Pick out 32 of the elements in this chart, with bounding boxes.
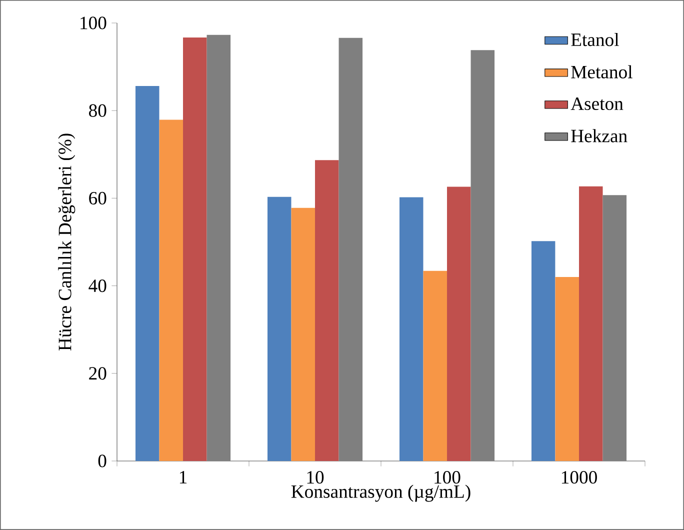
x-tick-label: 1 [180, 471, 187, 484]
y-axis-title: Hücre Canlılık Değerleri (%) [58, 134, 76, 351]
y-tick-label: 20 [89, 367, 106, 380]
y-tick-label: 80 [89, 104, 106, 117]
bar [183, 37, 207, 461]
legend-label: Aseton [570, 98, 624, 110]
y-tick-label: 40 [88, 279, 106, 292]
bar [423, 270, 448, 461]
x-axis-title: Konsantrasyon (µg/mL) [291, 484, 470, 502]
bar [206, 34, 231, 461]
bar [579, 186, 603, 461]
y-tick-label: 60 [89, 192, 106, 204]
bar [159, 120, 184, 461]
x-tick-label: 10 [307, 471, 324, 484]
x-tick-label: 100 [434, 471, 460, 484]
bar [135, 86, 160, 461]
bar [470, 50, 495, 461]
bar [399, 197, 424, 461]
bar [447, 186, 471, 461]
legend-label: Etanol [571, 32, 619, 46]
y-tick-label: 0 [98, 454, 106, 468]
bar [291, 208, 316, 461]
bar [602, 195, 627, 461]
x-tick-label: 1000 [562, 471, 597, 484]
bar [531, 241, 556, 461]
y-tick-label: 100 [80, 16, 106, 30]
bar [267, 196, 292, 461]
legend-label: Hekzan [571, 129, 628, 142]
legend-label: Metanol [571, 65, 632, 78]
bar [555, 277, 579, 461]
bar [338, 38, 363, 461]
bar [315, 160, 339, 461]
